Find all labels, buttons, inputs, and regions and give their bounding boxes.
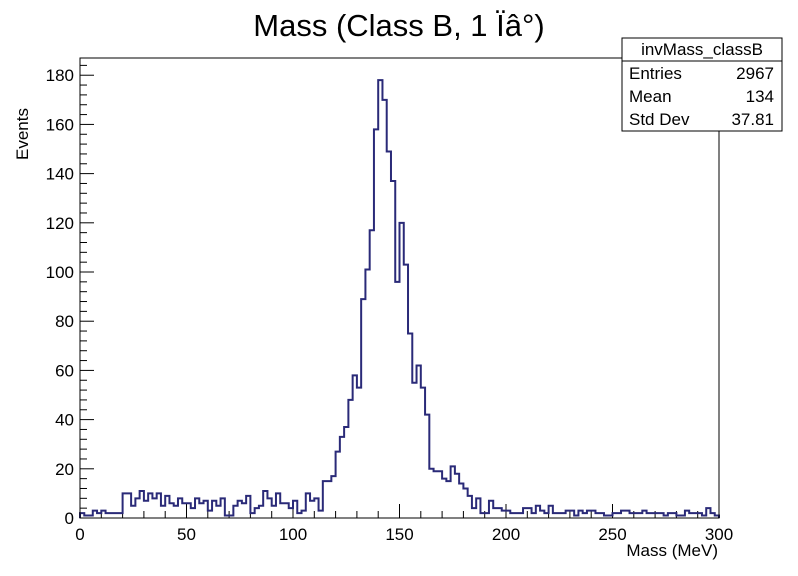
x-tick-label: 250 — [598, 525, 626, 544]
histogram-bin — [493, 508, 497, 518]
histogram-bin — [272, 506, 276, 518]
histogram-bin — [344, 427, 348, 518]
histogram-bin — [144, 501, 148, 518]
stats-label-mean: Mean — [629, 87, 672, 106]
y-tick-label: 0 — [65, 509, 74, 528]
x-tick-label: 300 — [705, 525, 733, 544]
histogram-bin — [331, 476, 335, 518]
x-tick-label: 200 — [492, 525, 520, 544]
histogram-bin — [442, 479, 446, 518]
histogram-bin — [289, 508, 293, 518]
histogram-bin — [412, 383, 416, 518]
histogram-bin — [182, 503, 186, 518]
histogram-bin — [382, 100, 386, 518]
histogram-bin — [310, 501, 314, 518]
histogram-bin — [502, 511, 506, 518]
histogram-bin — [280, 503, 284, 518]
histogram-bin — [242, 503, 246, 518]
histogram-bin — [434, 471, 438, 518]
histogram-bin — [199, 503, 203, 518]
histogram-bin — [429, 469, 433, 518]
histogram-bin — [472, 508, 476, 518]
stats-label-entries: Entries — [629, 64, 682, 83]
histogram-bins — [80, 80, 719, 518]
histogram-bin — [365, 270, 369, 518]
histogram-bin — [174, 506, 178, 518]
y-tick-label: 60 — [55, 361, 74, 380]
y-tick-label: 160 — [46, 115, 74, 134]
chart-title: Mass (Class B, 1 Ïâ°) — [253, 8, 544, 43]
x-axis: 0 50 100 150 200 250 300 — [75, 504, 733, 544]
y-axis: 0 20 40 60 80 100 120 140 160 180 — [46, 64, 94, 528]
stats-box: invMass_classB Entries 2967 Mean 134 Std… — [621, 37, 783, 132]
x-tick-label: 100 — [279, 525, 307, 544]
histogram-bin — [216, 506, 220, 518]
stats-label-stddev: Std Dev — [629, 110, 690, 129]
histogram-bin — [357, 388, 361, 518]
y-tick-label: 80 — [55, 312, 74, 331]
histogram-bin — [395, 282, 399, 518]
stats-box-name: invMass_classB — [641, 40, 763, 59]
histogram-bin — [319, 511, 323, 518]
x-axis-label: Mass (MeV) — [626, 541, 718, 560]
y-tick-label: 20 — [55, 460, 74, 479]
y-tick-label: 40 — [55, 411, 74, 430]
plot-frame — [79, 57, 720, 519]
y-axis-label: Events — [13, 108, 32, 160]
x-tick-label: 150 — [385, 525, 413, 544]
histogram-bin — [208, 511, 212, 518]
y-tick-label: 180 — [46, 66, 74, 85]
histogram-bin — [378, 80, 382, 518]
histogram-bin — [446, 481, 450, 518]
x-tick-label: 0 — [75, 525, 84, 544]
y-tick-label: 120 — [46, 214, 74, 233]
histogram-bin — [327, 481, 331, 518]
histogram-outline — [79, 79, 720, 518]
stats-value-entries: 2967 — [736, 64, 774, 83]
histogram-bin — [161, 506, 165, 518]
histogram-bin — [191, 508, 195, 518]
histogram-bin — [370, 230, 374, 518]
y-tick-label: 140 — [46, 165, 74, 184]
stats-value-mean: 134 — [746, 87, 774, 106]
histogram-bin — [387, 151, 391, 518]
histogram-bin — [152, 498, 156, 518]
x-tick-label: 50 — [177, 525, 196, 544]
stats-value-stddev: 37.81 — [731, 110, 774, 129]
stats-box-frame — [621, 37, 783, 132]
y-tick-label: 100 — [46, 263, 74, 282]
histogram-bin — [131, 506, 135, 518]
